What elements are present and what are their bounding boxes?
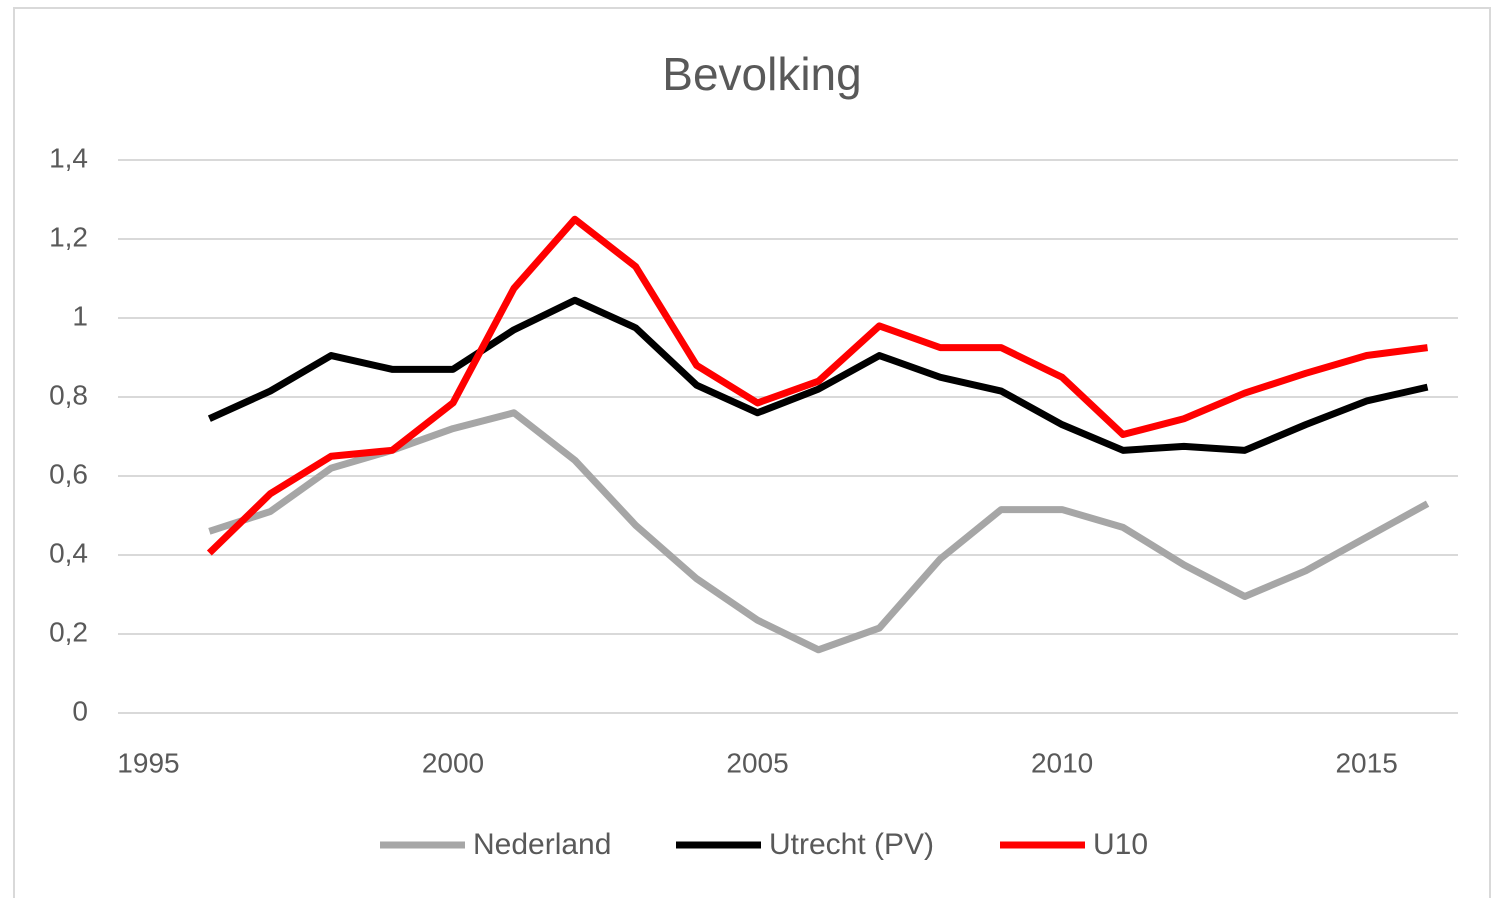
y-tick-label: 0,2 (49, 616, 88, 647)
legend-label: Nederland (473, 828, 611, 861)
y-tick-label: 0,6 (49, 458, 88, 489)
y-tick-label: 0,4 (49, 537, 88, 568)
series-line (207, 296, 1429, 454)
y-tick-label: 0,8 (49, 379, 88, 410)
legend-label: Utrecht (PV) (769, 828, 934, 861)
y-tick-label: 0 (72, 695, 88, 726)
x-tick-label: 2015 (1335, 747, 1397, 778)
x-tick-label: 2000 (422, 747, 484, 778)
y-tick-label: 1,4 (49, 142, 88, 173)
chart-title: Bevolking (662, 48, 861, 100)
x-tick-label: 2010 (1031, 747, 1093, 778)
y-tick-label: 1,2 (49, 221, 88, 252)
chart-border (13, 7, 1491, 898)
y-tick-label: 1 (72, 300, 88, 331)
x-tick-label: 2005 (726, 747, 788, 778)
series-line (206, 215, 1429, 556)
legend-label: U10 (1093, 828, 1148, 861)
x-tick-label: 1995 (117, 747, 179, 778)
series-line (208, 409, 1430, 654)
